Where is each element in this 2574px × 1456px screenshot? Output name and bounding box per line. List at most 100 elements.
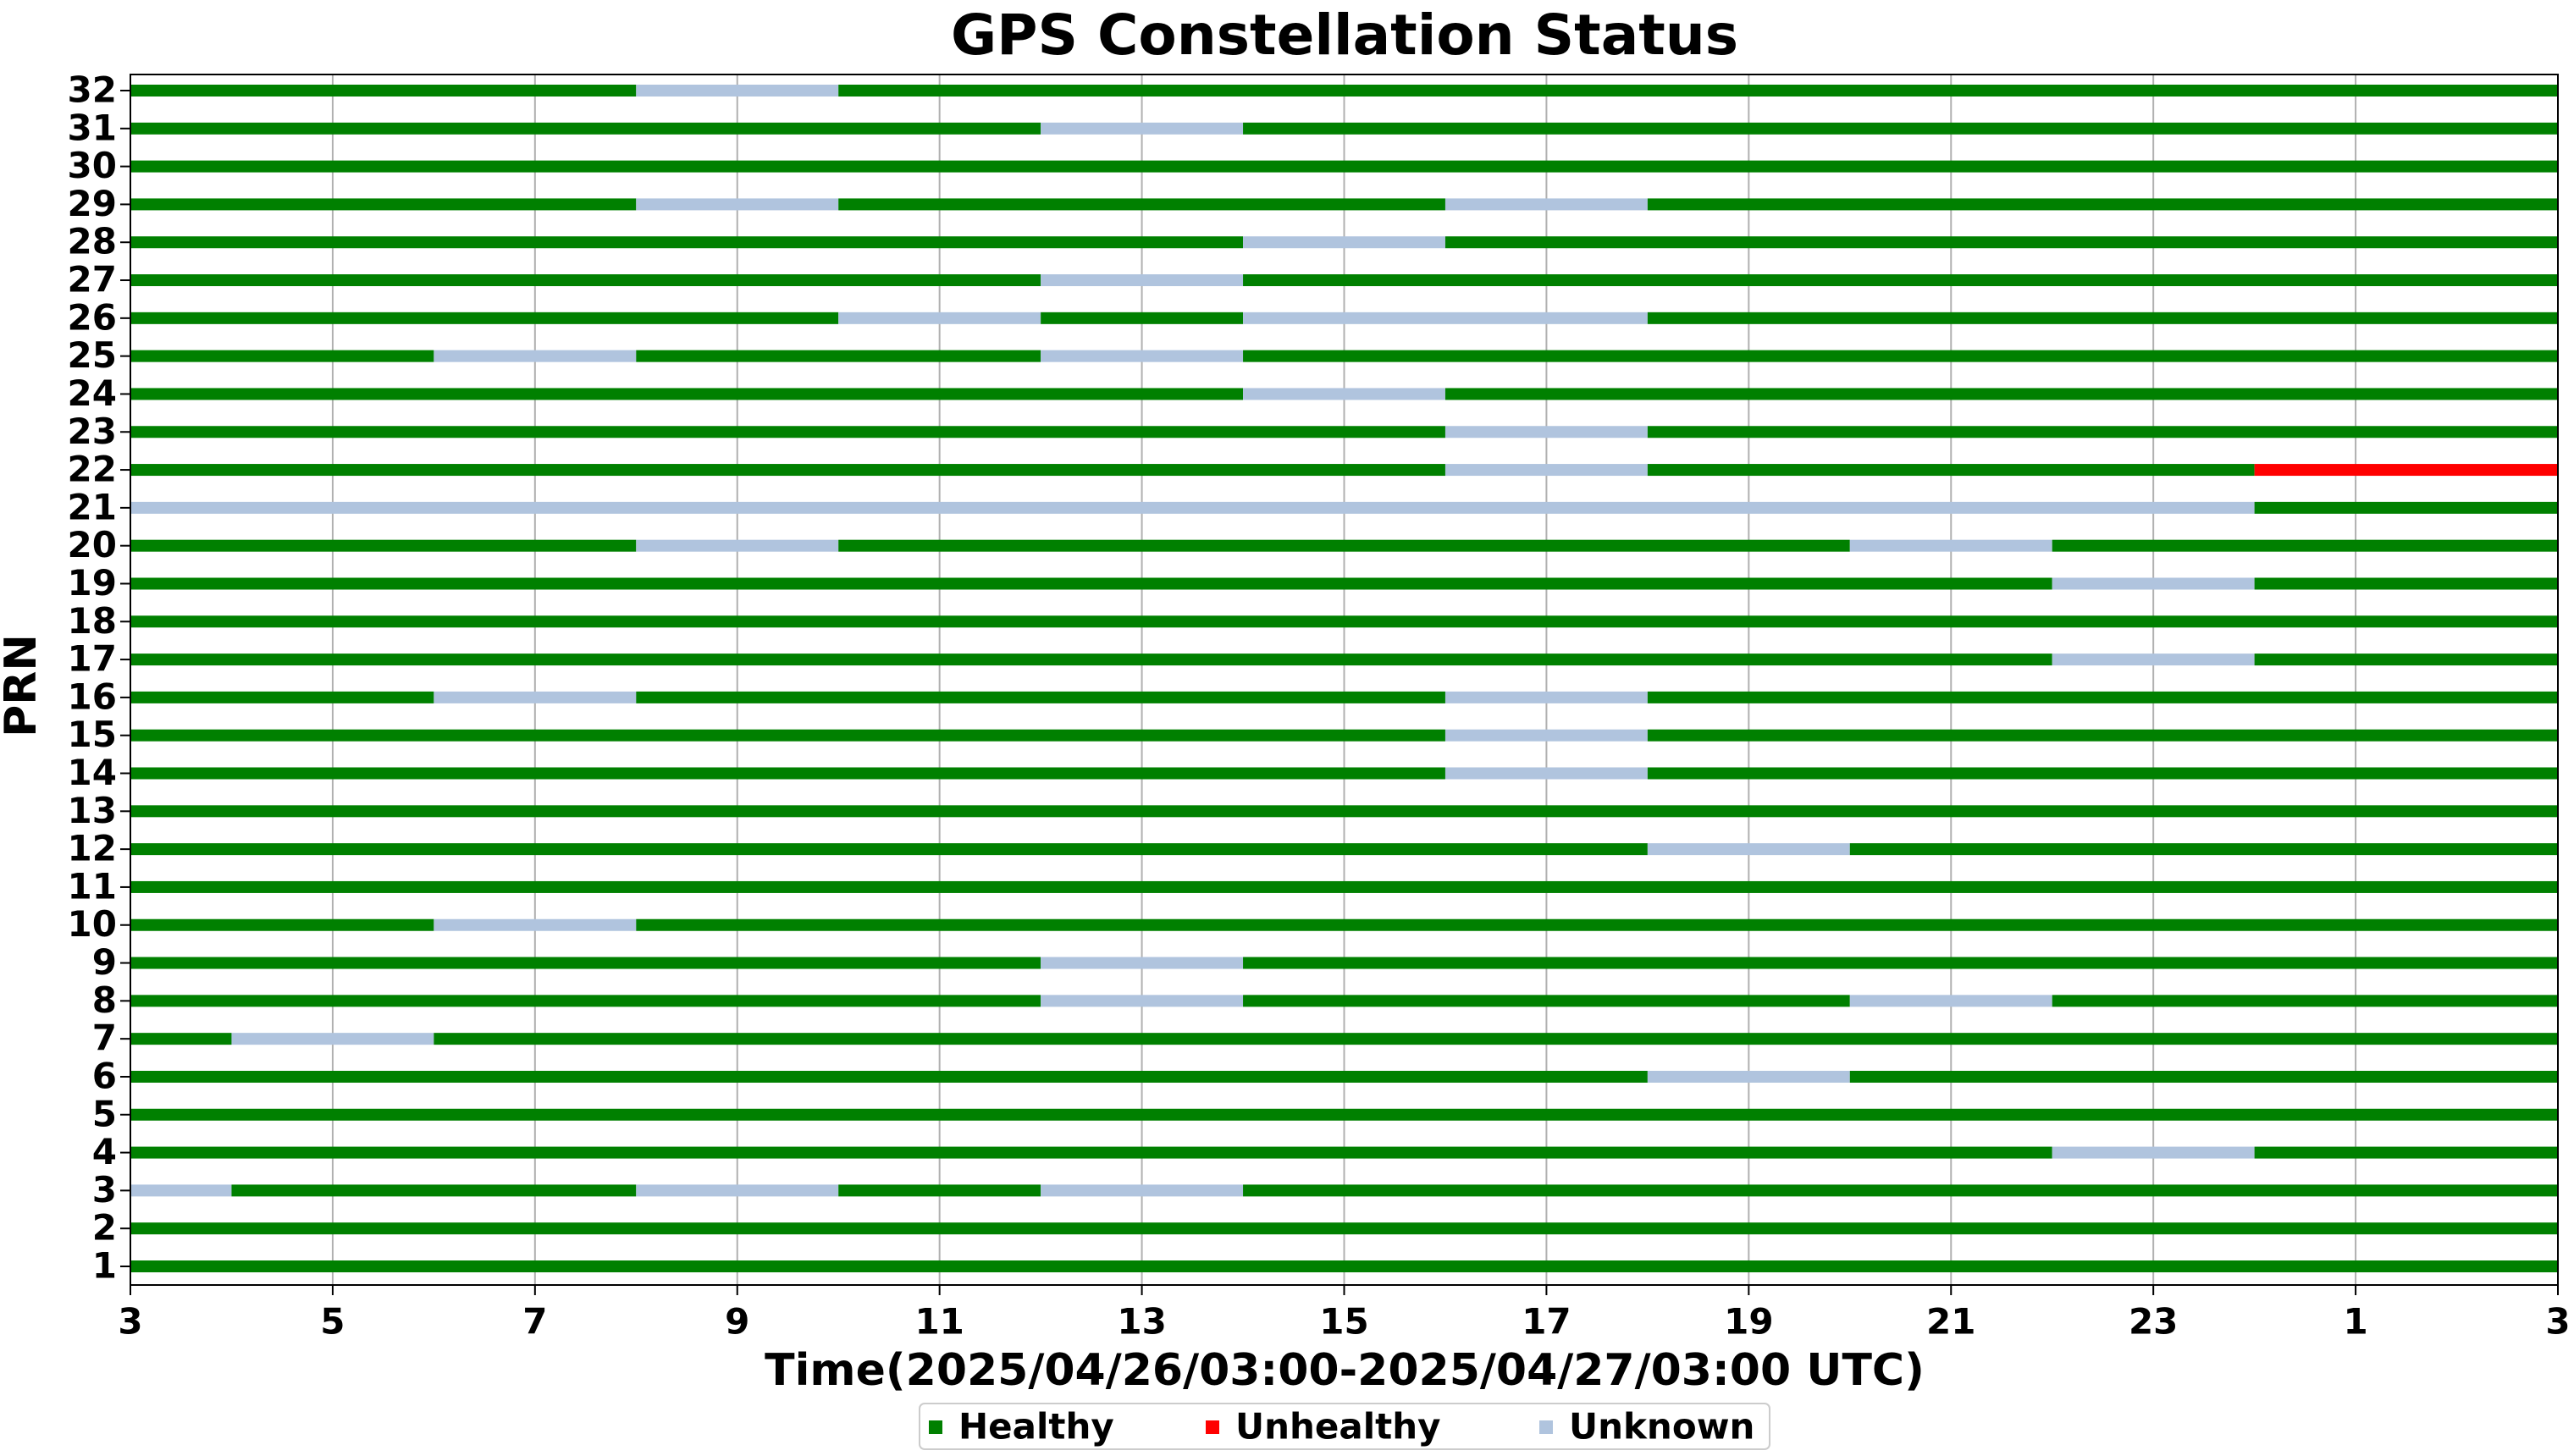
y-tick-label: 10 xyxy=(68,903,117,945)
status-segment xyxy=(130,198,637,211)
status-segment xyxy=(1647,1070,1850,1083)
x-tick-label: 23 xyxy=(2129,1301,2178,1343)
y-axis-label: PRN xyxy=(0,634,47,737)
legend-label: Unhealthy xyxy=(1235,1406,1440,1448)
y-tick-label: 13 xyxy=(68,790,117,831)
y-tick-label: 9 xyxy=(92,941,117,983)
y-tick-label: 32 xyxy=(68,69,117,111)
status-segment xyxy=(130,654,2052,666)
status-segment xyxy=(130,539,637,552)
y-tick-label: 19 xyxy=(68,562,117,604)
status-segment xyxy=(130,350,434,362)
status-segment xyxy=(130,880,2558,893)
status-segment xyxy=(2052,539,2558,552)
status-segment xyxy=(130,1184,232,1197)
status-segment xyxy=(1444,388,2558,400)
status-segment xyxy=(1647,843,1850,856)
status-segment xyxy=(2254,1146,2558,1159)
status-segment xyxy=(130,918,434,931)
status-segment xyxy=(838,198,1445,211)
status-segment xyxy=(1849,995,2052,1007)
status-segment xyxy=(130,995,1041,1007)
y-tick-label: 14 xyxy=(68,752,117,793)
y-tick-label: 18 xyxy=(68,600,117,642)
status-segment xyxy=(636,198,839,211)
y-tick-label: 27 xyxy=(68,259,117,301)
status-segment xyxy=(130,767,1445,780)
status-segment xyxy=(1243,957,2558,969)
x-tick-label: 9 xyxy=(725,1301,749,1343)
status-segment xyxy=(1444,767,1648,780)
status-segment xyxy=(838,312,1041,324)
x-tick-label: 1 xyxy=(2343,1301,2367,1343)
status-segment xyxy=(636,85,839,97)
y-tick-label: 23 xyxy=(68,411,117,452)
y-tick-label: 20 xyxy=(68,524,117,565)
status-segment xyxy=(130,729,1445,742)
x-tick-label: 13 xyxy=(1117,1301,1166,1343)
y-tick-label: 22 xyxy=(68,449,117,490)
status-segment xyxy=(2254,464,2558,477)
x-tick-label: 3 xyxy=(118,1301,142,1343)
y-tick-label: 26 xyxy=(68,296,117,338)
status-segment xyxy=(130,85,637,97)
y-tick-label: 25 xyxy=(68,334,117,376)
status-segment xyxy=(1243,122,2558,135)
status-segment xyxy=(1243,236,1445,249)
status-segment xyxy=(1647,312,2558,324)
status-segment xyxy=(1041,957,1244,969)
y-tick-label: 15 xyxy=(68,714,117,755)
status-segment xyxy=(1647,691,2558,703)
status-segment xyxy=(231,1184,637,1197)
x-tick-label: 3 xyxy=(2545,1301,2570,1343)
status-segment xyxy=(130,1070,1648,1083)
status-segment xyxy=(1243,388,1445,400)
status-segment xyxy=(838,85,2559,97)
x-tick-label: 15 xyxy=(1319,1301,1368,1343)
status-segment xyxy=(1647,198,2558,211)
legend-label: Unknown xyxy=(1569,1406,1754,1448)
status-segment xyxy=(130,957,1041,969)
status-segment xyxy=(1647,729,2558,742)
x-tick-label: 11 xyxy=(914,1301,964,1343)
status-segment xyxy=(130,691,434,703)
status-segment xyxy=(1849,843,2558,856)
status-segment xyxy=(1041,274,1244,287)
status-segment xyxy=(636,539,839,552)
status-segment xyxy=(130,577,2052,590)
status-segment xyxy=(130,1222,2558,1235)
status-segment xyxy=(1444,729,1648,742)
status-segment xyxy=(130,1108,2558,1121)
status-segment xyxy=(1243,274,2558,287)
legend-marker xyxy=(1206,1420,1219,1434)
legend-frame xyxy=(919,1403,1770,1450)
status-segment xyxy=(636,691,1445,703)
status-segment xyxy=(434,350,637,362)
status-segment xyxy=(1444,464,1648,477)
status-segment xyxy=(1444,198,1648,211)
y-tick-label: 5 xyxy=(92,1093,117,1134)
status-segment xyxy=(130,615,2558,628)
y-tick-label: 31 xyxy=(68,107,117,148)
status-segment xyxy=(2052,995,2558,1007)
y-tick-label: 11 xyxy=(68,865,117,907)
axes-frame xyxy=(130,74,2559,1286)
status-segment xyxy=(130,122,1041,135)
status-segment xyxy=(130,1033,232,1045)
status-segment xyxy=(1444,691,1648,703)
status-segment xyxy=(434,918,637,931)
status-segment xyxy=(130,312,839,324)
status-segment xyxy=(1849,539,2052,552)
x-tick-label: 21 xyxy=(1926,1301,1975,1343)
status-segment xyxy=(1243,1184,2558,1197)
status-segment xyxy=(636,918,2558,931)
status-segment xyxy=(130,1260,2558,1272)
status-segment xyxy=(130,236,1244,249)
y-tick-label: 30 xyxy=(68,145,117,186)
y-tick-label: 17 xyxy=(68,638,117,680)
y-tick-label: 7 xyxy=(92,1018,117,1059)
status-segment xyxy=(1243,995,1850,1007)
x-tick-label: 7 xyxy=(522,1301,547,1343)
